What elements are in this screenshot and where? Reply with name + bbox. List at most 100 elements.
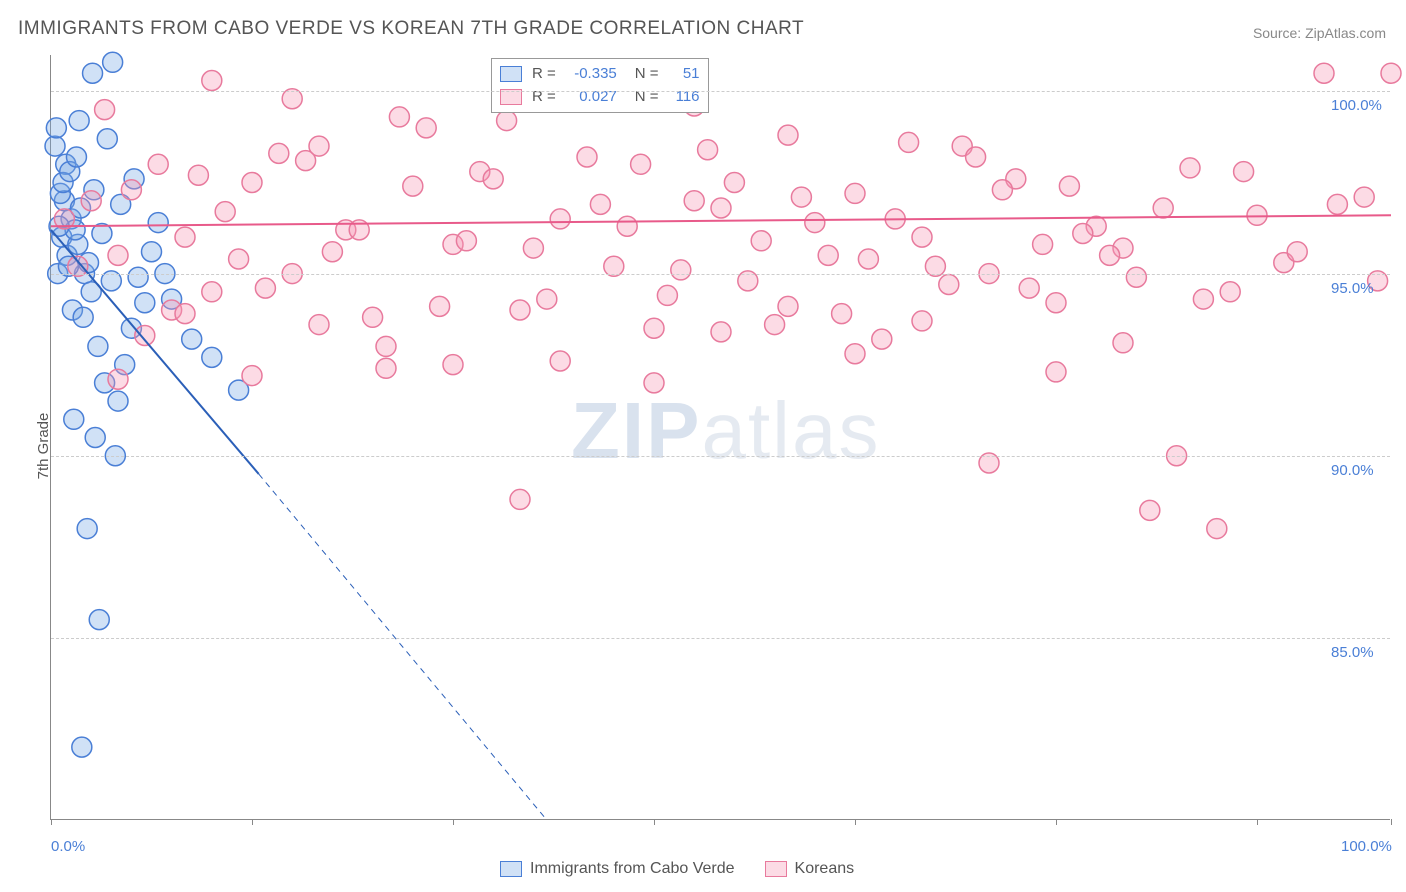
legend-label: Immigrants from Cabo Verde <box>530 860 735 878</box>
trendline <box>51 230 259 474</box>
data-point <box>242 366 262 386</box>
gridline <box>51 638 1390 639</box>
data-point <box>376 336 396 356</box>
data-point <box>175 304 195 324</box>
data-point <box>73 307 93 327</box>
correlation-legend: R =-0.335N =51R =0.027N =116 <box>491 58 709 113</box>
data-point <box>644 373 664 393</box>
x-tick <box>1257 819 1258 825</box>
data-point <box>64 409 84 429</box>
legend-row: R =0.027N =116 <box>500 86 700 109</box>
data-point <box>202 282 222 302</box>
data-point <box>510 489 530 509</box>
data-point <box>845 183 865 203</box>
y-tick-label: 100.0% <box>1331 97 1382 114</box>
y-tick-label: 90.0% <box>1331 462 1374 479</box>
data-point <box>617 216 637 236</box>
data-point <box>88 336 108 356</box>
data-point <box>1381 63 1401 83</box>
data-point <box>456 231 476 251</box>
x-tick-label: 0.0% <box>51 838 85 855</box>
x-tick <box>1391 819 1392 825</box>
data-point <box>1113 333 1133 353</box>
data-point <box>108 369 128 389</box>
data-point <box>832 304 852 324</box>
data-point <box>77 519 97 539</box>
data-point <box>1019 278 1039 298</box>
data-point <box>148 154 168 174</box>
data-point <box>1180 158 1200 178</box>
data-point <box>765 315 785 335</box>
data-point <box>899 132 919 152</box>
data-point <box>510 300 530 320</box>
gridline <box>51 91 1390 92</box>
legend-swatch <box>500 66 522 82</box>
data-point <box>1220 282 1240 302</box>
data-point <box>791 187 811 207</box>
data-point <box>684 191 704 211</box>
data-point <box>403 176 423 196</box>
r-value: -0.335 <box>562 63 617 86</box>
data-point <box>1046 293 1066 313</box>
data-point <box>389 107 409 127</box>
data-point <box>108 391 128 411</box>
data-point <box>229 249 249 269</box>
data-point <box>711 198 731 218</box>
x-tick <box>453 819 454 825</box>
data-point <box>1073 224 1093 244</box>
n-value: 51 <box>665 63 700 86</box>
y-tick-label: 85.0% <box>1331 644 1374 661</box>
source-label: Source: ZipAtlas.com <box>1253 25 1386 41</box>
data-point <box>966 147 986 167</box>
data-point <box>175 227 195 247</box>
chart-canvas <box>51 55 1391 820</box>
data-point <box>430 296 450 316</box>
data-point <box>121 180 141 200</box>
data-point <box>1153 198 1173 218</box>
data-point <box>45 136 65 156</box>
data-point <box>818 245 838 265</box>
data-point <box>537 289 557 309</box>
data-point <box>523 238 543 258</box>
data-point <box>108 245 128 265</box>
data-point <box>657 285 677 305</box>
data-point <box>805 213 825 233</box>
r-value: 0.027 <box>562 86 617 109</box>
data-point <box>1193 289 1213 309</box>
data-point <box>1287 242 1307 262</box>
data-point <box>215 202 235 222</box>
data-point <box>631 154 651 174</box>
data-point <box>135 326 155 346</box>
data-point <box>1100 245 1120 265</box>
data-point <box>1033 234 1053 254</box>
gridline <box>51 274 1390 275</box>
legend-item: Immigrants from Cabo Verde <box>500 860 735 878</box>
data-point <box>182 329 202 349</box>
n-value: 116 <box>665 86 700 109</box>
data-point <box>69 111 89 131</box>
data-point <box>72 737 92 757</box>
series-legend: Immigrants from Cabo VerdeKoreans <box>500 860 854 878</box>
data-point <box>1126 267 1146 287</box>
data-point <box>577 147 597 167</box>
data-point <box>778 296 798 316</box>
data-point <box>845 344 865 364</box>
data-point <box>992 180 1012 200</box>
data-point <box>202 347 222 367</box>
gridline <box>51 456 1390 457</box>
data-point <box>939 275 959 295</box>
data-point <box>142 242 162 262</box>
y-tick-label: 95.0% <box>1331 280 1374 297</box>
data-point <box>83 63 103 83</box>
data-point <box>128 267 148 287</box>
data-point <box>1314 63 1334 83</box>
data-point <box>644 318 664 338</box>
data-point <box>550 209 570 229</box>
x-tick-label: 100.0% <box>1341 838 1392 855</box>
r-label: R = <box>532 86 556 109</box>
data-point <box>1327 194 1347 214</box>
data-point <box>416 118 436 138</box>
data-point <box>872 329 892 349</box>
data-point <box>550 351 570 371</box>
x-tick <box>252 819 253 825</box>
